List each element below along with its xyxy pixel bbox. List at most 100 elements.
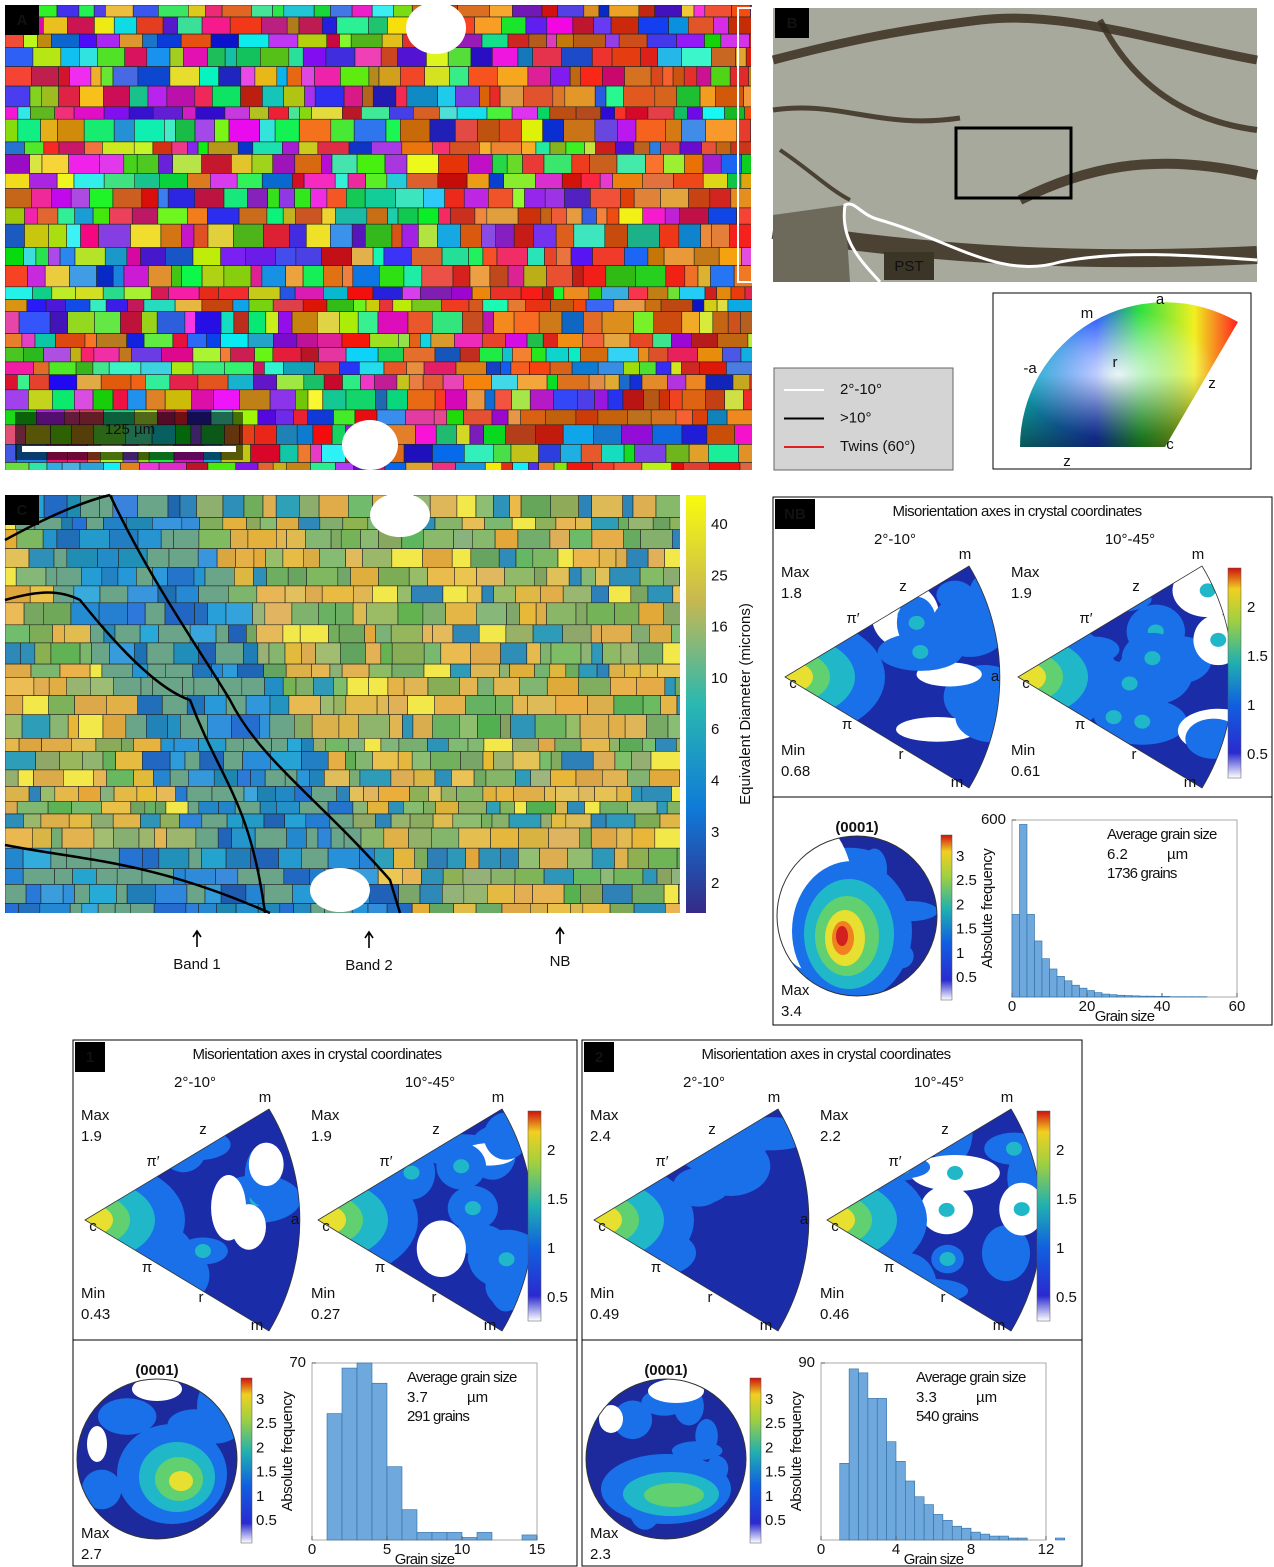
grain (147, 549, 169, 568)
grain (454, 567, 476, 586)
grain (500, 848, 518, 869)
colorbar-tick-label: 1.5 (547, 1191, 568, 1208)
grain (96, 869, 117, 885)
grain (732, 5, 751, 17)
grain (482, 586, 494, 603)
grain (513, 188, 525, 207)
grain (677, 86, 700, 107)
grain (114, 17, 136, 34)
grain (407, 86, 438, 107)
grain (615, 751, 632, 770)
grain (168, 287, 199, 300)
grain (349, 770, 360, 787)
grain (384, 248, 412, 266)
vertex-label: m (251, 1317, 264, 1334)
grain (670, 518, 681, 530)
grain (366, 300, 380, 312)
min-label: Min (820, 1285, 844, 1302)
grain (296, 208, 322, 224)
grain (392, 549, 423, 568)
grain (385, 154, 407, 173)
grain (542, 5, 558, 17)
grain (692, 334, 718, 348)
grain (735, 425, 753, 445)
grain (143, 34, 158, 48)
ipf-key-label: -a (1023, 360, 1037, 377)
grain (221, 312, 234, 334)
grain (363, 86, 374, 107)
grain (549, 664, 566, 677)
grain (160, 814, 179, 828)
grain (609, 664, 624, 677)
grain (241, 86, 263, 107)
grain (246, 625, 256, 643)
grain (585, 142, 596, 155)
grain (634, 904, 665, 917)
vertex-label: m (959, 546, 972, 563)
grain (654, 312, 682, 334)
vertex-label: π (1075, 716, 1085, 733)
grain (153, 142, 172, 155)
grain (23, 869, 54, 885)
grain (635, 266, 666, 287)
min-value: 0.68 (781, 763, 810, 780)
grain (454, 904, 477, 917)
grain (102, 664, 132, 677)
grain (214, 390, 240, 410)
grain (512, 107, 538, 120)
grain (409, 375, 423, 390)
colorbar-tick-label: 2 (956, 896, 964, 913)
grain (728, 312, 741, 334)
grain (547, 34, 557, 48)
grain (91, 848, 119, 869)
grain (306, 530, 331, 549)
grain (101, 67, 113, 87)
grain (277, 518, 299, 530)
grain (446, 603, 477, 625)
grain (5, 786, 29, 801)
grain (49, 362, 76, 375)
grain (324, 375, 342, 390)
grain (81, 224, 99, 247)
grain (98, 549, 119, 568)
grain (562, 312, 583, 334)
max-value: 1.8 (781, 585, 802, 602)
grain (387, 173, 407, 188)
grain (141, 677, 153, 695)
contour-blob (955, 693, 1033, 743)
grain (30, 625, 53, 643)
grain (410, 786, 429, 801)
grain (145, 375, 170, 390)
grain (553, 86, 565, 107)
grain (70, 904, 82, 917)
grain (348, 738, 364, 751)
grain (228, 586, 257, 603)
grain (80, 463, 104, 482)
grain (159, 848, 189, 869)
grain (565, 86, 595, 107)
contour-blob (1144, 651, 1160, 665)
contour-blob (909, 616, 925, 630)
grain (480, 86, 490, 107)
x-tick-label: 0 (308, 1541, 316, 1558)
grain (131, 801, 145, 814)
grain (81, 348, 94, 362)
histogram-bar (1072, 985, 1080, 997)
grain (623, 362, 639, 375)
grain (398, 751, 412, 770)
grain (721, 34, 750, 48)
grain (750, 375, 773, 390)
grain (598, 362, 623, 375)
grain (485, 390, 495, 410)
grain (24, 348, 44, 362)
band-label: Band 2 (345, 957, 393, 974)
vertex-label: π (884, 1259, 894, 1276)
grain (367, 208, 388, 224)
colorbar (750, 1378, 761, 1543)
grain (614, 869, 643, 885)
y-tick-label: 90 (798, 1354, 815, 1371)
grain (17, 375, 29, 390)
grain (89, 884, 116, 903)
grain (668, 375, 686, 390)
grain (104, 463, 121, 482)
